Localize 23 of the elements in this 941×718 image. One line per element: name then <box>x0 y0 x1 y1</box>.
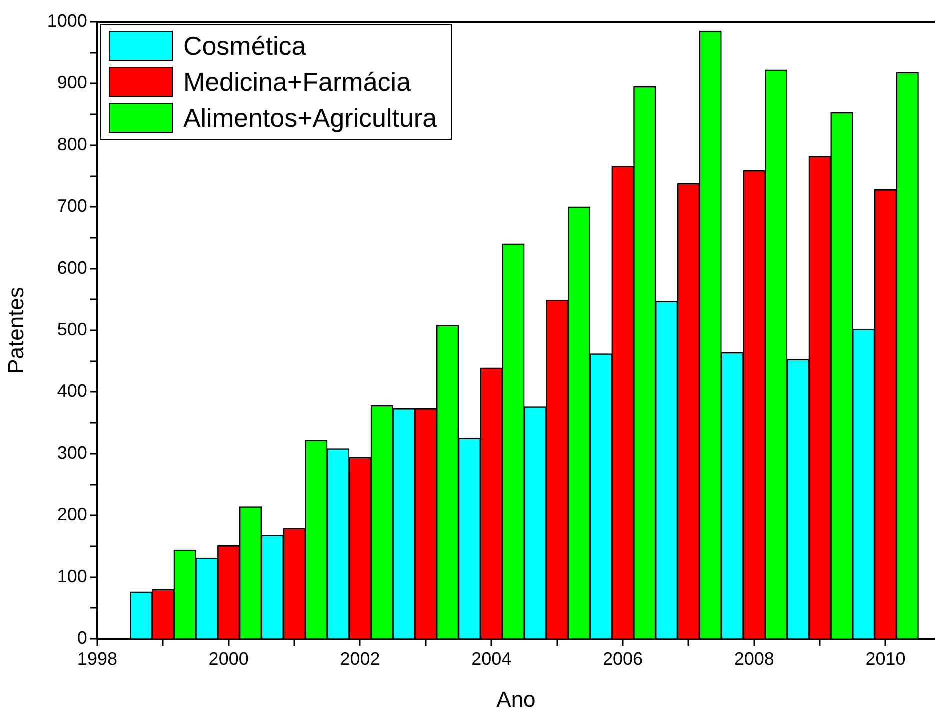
x-tick-label: 2006 <box>602 648 643 669</box>
legend-label: Alimentos+Agricultura <box>183 102 438 134</box>
x-tick-label: 2002 <box>340 648 380 669</box>
x-tick-label: 1998 <box>77 648 118 669</box>
y-tick-label: 400 <box>57 381 88 402</box>
y-tick-label: 0 <box>77 628 88 648</box>
x-tick-label: 2000 <box>208 648 249 669</box>
x-axis-title: Ano <box>496 686 536 712</box>
y-tick-label: 900 <box>57 72 88 93</box>
y-tick-label: 1000 <box>47 10 88 31</box>
y-tick-label: 500 <box>57 319 88 340</box>
y-tick-label: 200 <box>57 504 88 525</box>
legend-label: Medicina+Farmácia <box>183 66 412 98</box>
x-tick-label: 2010 <box>866 648 906 669</box>
x-tick-label: 2008 <box>734 648 774 669</box>
legend-label: Cosmética <box>183 30 306 62</box>
y-tick-label: 300 <box>57 442 88 463</box>
y-tick-label: 100 <box>57 566 88 586</box>
y-axis-title: Patentes <box>3 287 28 374</box>
x-tick-label: 2004 <box>472 648 512 669</box>
y-tick-label: 600 <box>57 258 88 278</box>
y-tick-label: 800 <box>57 134 88 154</box>
y-tick-label: 700 <box>57 196 88 216</box>
